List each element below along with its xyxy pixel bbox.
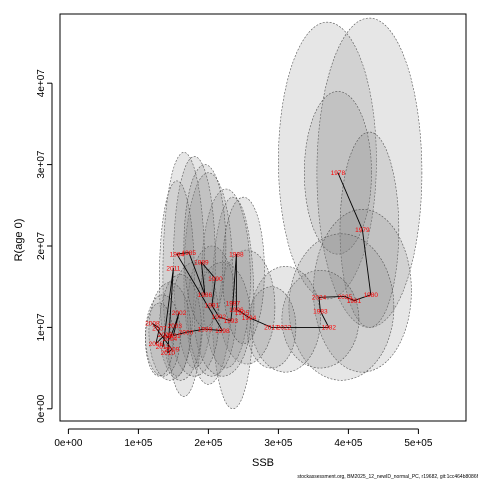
x-tick-label-1e+05: 1e+05 bbox=[124, 438, 153, 449]
year-label-1988: 1988 bbox=[229, 251, 244, 258]
trajectory-segment-1981-2025 bbox=[344, 296, 355, 301]
confidence-ellipse-25 bbox=[183, 164, 227, 328]
trajectory-segment-2002-2003 bbox=[174, 312, 180, 326]
year-label-1993: 1993 bbox=[224, 318, 239, 325]
trajectory-segment-2006-2007 bbox=[155, 328, 160, 344]
uncertainty-ellipses bbox=[145, 17, 423, 410]
trajectory-segment-2010-2011 bbox=[167, 267, 174, 353]
confidence-ellipse-19 bbox=[169, 261, 220, 377]
x-tick-label-2e+05: 2e+05 bbox=[194, 438, 223, 449]
trajectory-segment-1988-1987 bbox=[232, 254, 237, 304]
confidence-ellipse-5 bbox=[313, 209, 412, 373]
trajectory-segment-1984-1998 bbox=[176, 253, 223, 331]
trajectory-segment-1991-1990 bbox=[211, 278, 216, 306]
year-label-1996: 1996 bbox=[229, 307, 244, 314]
year-label-1990: 1990 bbox=[208, 276, 223, 283]
year-label-2008: 2008 bbox=[145, 321, 160, 328]
trajectory-segment-2024-1983 bbox=[318, 297, 321, 312]
year-label-1998: 1998 bbox=[215, 328, 230, 335]
trajectory-segment-2017-1994 bbox=[248, 317, 272, 328]
trajectory-segment-2025-2024 bbox=[318, 296, 345, 298]
trajectory-segment-1993-1992 bbox=[218, 316, 231, 322]
confidence-ellipse-8 bbox=[250, 266, 321, 373]
year-label-1992: 1992 bbox=[212, 314, 227, 321]
year-label-1981: 1981 bbox=[347, 298, 362, 305]
confidence-ellipse-12 bbox=[201, 188, 251, 369]
y-tick-label-1e+07: 1e+07 bbox=[36, 313, 47, 342]
y-axis: 0e+00 1e+07 2e+07 3e+07 4e+07 bbox=[36, 69, 53, 423]
year-label-1984: 1984 bbox=[170, 251, 185, 258]
year-label-1982: 1982 bbox=[322, 325, 337, 332]
trajectory-segment-1979-1980 bbox=[361, 229, 372, 295]
year-label-2022: 2022 bbox=[277, 325, 292, 332]
trajectory-segment-1990-1989 bbox=[201, 261, 216, 279]
confidence-ellipse-4 bbox=[339, 131, 400, 328]
year-label-2007: 2007 bbox=[152, 326, 167, 333]
year-label-1978: 1978 bbox=[331, 170, 346, 177]
year-label-1987: 1987 bbox=[226, 300, 241, 307]
year-label-2006: 2006 bbox=[149, 341, 164, 348]
trajectory-segment-1998-1999 bbox=[204, 328, 223, 332]
confidence-ellipse-16 bbox=[159, 180, 195, 377]
trajectory-segment-1999-2000 bbox=[185, 328, 205, 333]
year-label-2000: 2000 bbox=[179, 330, 194, 337]
year-label-2025: 2025 bbox=[338, 294, 353, 301]
trajectory-segment-2003-2004 bbox=[169, 325, 176, 339]
y-axis-title: R(age 0) bbox=[13, 219, 25, 262]
x-tick-label-5e+05: 5e+05 bbox=[404, 438, 433, 449]
y-tick-label-0e+00: 0e+00 bbox=[36, 394, 47, 423]
year-label-1986: 1986 bbox=[198, 292, 213, 299]
year-label-2017: 2017 bbox=[264, 325, 279, 332]
trajectory-segment-2005-2006 bbox=[155, 334, 166, 344]
year-label-2024: 2024 bbox=[312, 295, 327, 302]
x-axis: 0e+00 1e+05 2e+05 3e+05 4e+05 5e+05 bbox=[54, 428, 433, 449]
year-label-2001: 2001 bbox=[166, 333, 181, 340]
trajectory-segment-1986-1985 bbox=[188, 252, 206, 295]
trajectory-segment-1994-1995 bbox=[241, 312, 250, 318]
year-label-2002: 2002 bbox=[172, 310, 187, 317]
trajectory-segment-1987-1993 bbox=[230, 302, 234, 321]
year-label-2005: 2005 bbox=[158, 332, 173, 339]
year-label-1979: 1979 bbox=[355, 227, 370, 234]
year-label-1989: 1989 bbox=[194, 260, 209, 267]
x-tick-label-3e+05: 3e+05 bbox=[264, 438, 293, 449]
source-footnote: stockassessment.org, BM2025_12_newID_nor… bbox=[297, 474, 478, 480]
confidence-ellipse-1 bbox=[278, 21, 377, 300]
trajectory-segment-1985-1984 bbox=[176, 252, 189, 255]
confidence-ellipse-20 bbox=[159, 274, 202, 381]
trajectory-segment-2000-2001 bbox=[173, 331, 187, 336]
x-tick-label-4e+05: 4e+05 bbox=[334, 438, 363, 449]
year-label-2009: 2009 bbox=[165, 347, 180, 354]
year-label-1995: 1995 bbox=[235, 310, 250, 317]
trajectory-segment-1983-1982 bbox=[320, 310, 330, 328]
confidence-ellipse-24 bbox=[222, 196, 265, 344]
y-tick-label-2e+07: 2e+07 bbox=[36, 232, 47, 261]
year-label-1994: 1994 bbox=[242, 315, 257, 322]
trajectory-segment-1995-1996 bbox=[236, 309, 243, 314]
y-tick-label-4e+07: 4e+07 bbox=[36, 69, 47, 98]
trajectory-segment-2011-2012 bbox=[162, 267, 174, 347]
x-tick-label-0e+00: 0e+00 bbox=[54, 438, 83, 449]
year-label-2003: 2003 bbox=[168, 323, 183, 330]
trajectory-segment-1989-1986 bbox=[200, 262, 206, 295]
year-label-1991: 1991 bbox=[205, 303, 220, 310]
trajectory-segment-1992-1991 bbox=[211, 305, 220, 318]
year-label-1985: 1985 bbox=[182, 250, 197, 257]
year-label-1980: 1980 bbox=[364, 292, 379, 299]
plot-frame bbox=[59, 13, 467, 422]
y-tick-label-3e+07: 3e+07 bbox=[36, 150, 47, 179]
trajectory-segment-1978-1979 bbox=[337, 172, 363, 230]
trajectory-lines bbox=[152, 172, 372, 353]
year-label-2012: 2012 bbox=[156, 344, 171, 351]
year-label-1999: 1999 bbox=[198, 326, 213, 333]
year-label-2011: 2011 bbox=[166, 265, 180, 272]
x-axis-title: SSB bbox=[252, 457, 274, 469]
trajectory-segment-1980-1981 bbox=[353, 294, 371, 301]
year-label-2010: 2010 bbox=[161, 350, 176, 357]
year-label-2004: 2004 bbox=[163, 336, 178, 343]
year-label-1983: 1983 bbox=[313, 308, 328, 315]
trajectory-segment-2009-2010 bbox=[167, 349, 173, 353]
